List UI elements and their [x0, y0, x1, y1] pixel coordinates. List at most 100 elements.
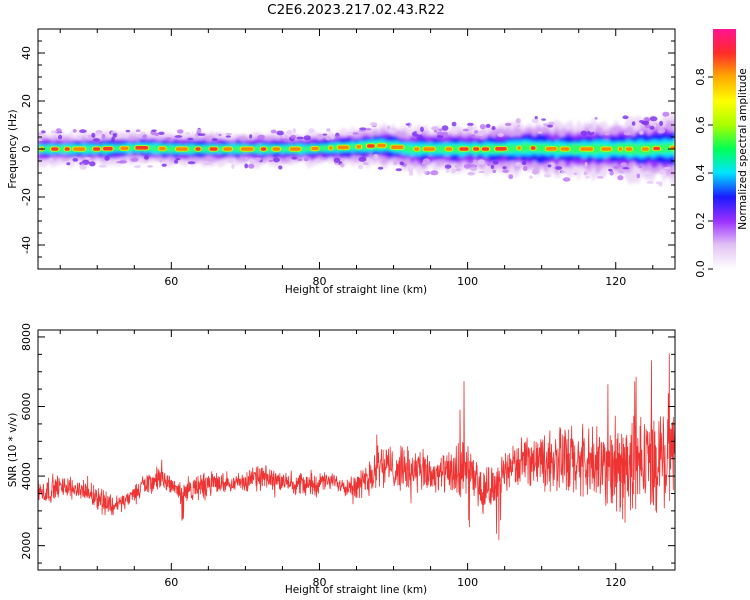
spectrogram-speckle: [502, 166, 507, 170]
spectrogram-speckle: [326, 128, 331, 132]
spectrogram-speckle: [278, 165, 283, 170]
spectrogram-speckle: [254, 157, 262, 162]
spectrogram-speckle: [387, 125, 391, 130]
spectrogram-speckle: [292, 128, 297, 134]
spectrogram-speckle: [111, 136, 115, 142]
spectrogram-speckle: [366, 157, 370, 162]
spectrogram-speckle: [490, 164, 494, 169]
spectrogram-speckle: [649, 125, 655, 130]
spectrogram-speckle: [340, 158, 347, 161]
spectrogram-speckle: [531, 118, 539, 124]
spectrogram-speckle: [467, 171, 475, 176]
spectrogram-speckle: [38, 139, 43, 142]
spectrogram-speckle: [542, 123, 550, 126]
spectrogram-speckle: [609, 170, 614, 176]
x-tick-label: 80: [312, 576, 326, 589]
spectrogram-speckle: [622, 115, 629, 120]
spectrogram-speckle: [436, 131, 445, 136]
spectrogram-speckle: [636, 173, 640, 179]
spectrogram-speckle: [317, 133, 324, 139]
ridge-core-red: [135, 146, 149, 150]
spectrogram-speckle: [373, 153, 379, 160]
spectrogram-speckle: [644, 173, 653, 177]
spectrogram-speckle: [214, 132, 219, 138]
spectrogram-speckle: [72, 158, 79, 162]
spectrogram-speckle: [521, 160, 527, 166]
snr-y-ticks: 2000 4000 6000 8000: [20, 323, 675, 564]
snr-panel: 60 80 100 120 2000 4000 6000 8000 Height of st…: [7, 323, 676, 596]
y-tick-label: 4000: [20, 462, 33, 490]
spectrogram-speckle: [91, 132, 96, 138]
spectrogram-speckle: [84, 157, 91, 160]
spectrogram-speckle: [196, 129, 202, 134]
spectrogram-panel: 60 80 100 120 -40 -20 0 20 40 Height of straigh…: [7, 28, 676, 296]
spectrogram-speckle: [176, 129, 184, 134]
spectrogram-speckle: [562, 177, 571, 182]
spectrogram-speckle: [165, 137, 172, 141]
ridge-core-red: [423, 147, 435, 151]
ridge-core-red: [481, 147, 490, 151]
ridge-core-red: [356, 145, 362, 149]
spectrogram-speckle: [135, 133, 144, 138]
y-tick-label: 8000: [20, 323, 33, 351]
spectrogram-speckle: [463, 163, 472, 169]
colorbar: 0.0 0.2 0.4 0.6 0.8 Normalized spectral ampl…: [694, 29, 749, 278]
spectrogram-speckle: [286, 129, 293, 135]
spectrogram-speckle: [573, 172, 578, 176]
spectrogram-speckle: [134, 165, 141, 169]
ridge-core-red: [195, 147, 201, 151]
spectrogram-speckle: [534, 116, 538, 120]
spectrogram-speckle: [38, 132, 44, 135]
spectrogram-x-axis-label: Height of straight line (km): [285, 284, 427, 296]
spectrogram-speckle: [543, 173, 552, 178]
spectrogram-speckle: [441, 125, 449, 131]
spectrogram-speckle: [407, 166, 414, 173]
spectrogram-speckle: [315, 160, 322, 163]
spectrogram-speckle: [517, 124, 521, 127]
colorbar-tick-label: 0.6: [694, 116, 707, 134]
spectrogram-speckle: [95, 132, 102, 137]
spectrogram-speckle: [541, 118, 546, 121]
spectrogram-speckle: [159, 158, 163, 163]
spectrogram-speckle: [548, 121, 555, 126]
spectrogram-speckle: [608, 168, 613, 172]
spectrogram-speckle: [135, 129, 141, 132]
spectrogram-speckle: [87, 134, 92, 140]
spectrogram-speckle: [399, 161, 405, 166]
spectrogram-speckle: [174, 159, 179, 164]
spectrogram-speckle: [369, 122, 378, 127]
ridge-core-red: [93, 147, 101, 151]
snr-y-axis-label: SNR (10 * v/v): [7, 413, 19, 488]
spectrogram-speckle: [659, 120, 664, 126]
spectrogram-speckle: [89, 161, 96, 167]
spectrogram-speckle: [98, 164, 107, 168]
spectrogram-speckle: [319, 157, 327, 160]
spectrogram-speckle: [358, 164, 364, 170]
spectrogram-speckle: [120, 158, 128, 160]
spectrogram-speckle: [347, 132, 353, 136]
spectrogram-speckle: [268, 159, 274, 163]
spectrogram-speckle: [451, 121, 457, 127]
spectrogram-speckle: [560, 170, 568, 174]
ridge-core-red: [223, 147, 232, 151]
spectrogram-speckle: [655, 181, 661, 184]
spectrogram-speckle: [273, 157, 280, 163]
ridge-core-red: [601, 147, 612, 151]
x-tick-label: 120: [605, 275, 626, 288]
snr-plot-area: [38, 330, 675, 570]
spectrogram-speckle: [623, 131, 631, 136]
spectrogram-speckle: [451, 168, 456, 174]
colorbar-tick-label: 0.8: [694, 68, 707, 86]
ridge-core-red: [445, 147, 453, 151]
spectrogram-speckle: [585, 176, 590, 179]
spectrogram-speckle: [125, 129, 131, 133]
spectrogram-speckle: [467, 125, 473, 131]
spectrogram-speckle: [467, 122, 474, 127]
ridge-core-red: [272, 147, 281, 151]
spectrogram-speckle: [433, 130, 438, 133]
x-tick-label: 80: [312, 275, 326, 288]
ridge-core-red: [337, 145, 349, 150]
ridge-core-red: [459, 147, 469, 151]
spectrogram-speckle: [639, 130, 644, 135]
